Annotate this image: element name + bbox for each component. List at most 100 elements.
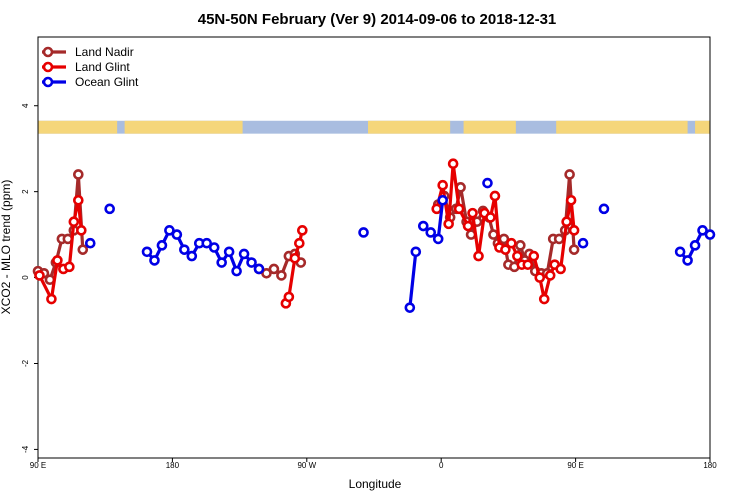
land-glint-point: [534, 272, 546, 283]
ocean-glint-point: [84, 237, 96, 249]
y-tick-label: -2: [21, 359, 30, 367]
land-glint-point: [431, 203, 443, 215]
ocean-glint-point: [238, 248, 250, 260]
land-band: [124, 120, 243, 134]
land-nadir-point: [568, 244, 580, 255]
legend-marker-land-glint: [42, 61, 54, 73]
ocean-glint-point: [689, 240, 701, 251]
x-axis: 90 E 180 90 W 0 90 E 180: [30, 458, 717, 470]
land-glint-point: [568, 225, 580, 236]
ocean-glint-point: [425, 227, 437, 238]
y-tick-label: -4: [21, 445, 30, 453]
ocean-glint-point: [704, 229, 716, 240]
ocean-glint-point: [141, 246, 153, 258]
y-axis-label: XCO2 - MLO trend (ppm): [0, 180, 13, 315]
ocean-glint-point: [186, 250, 198, 262]
ocean-glint-point: [104, 203, 115, 215]
x-tick-label: 90 E: [30, 461, 46, 470]
land-glint-point: [485, 212, 496, 223]
land-glint-point: [283, 291, 295, 303]
land-nadir-point: [553, 233, 565, 245]
land-glint-point: [437, 179, 448, 191]
land-ocean-strip: [38, 120, 710, 134]
land-glint-point: [544, 270, 556, 281]
land-glint-point: [34, 270, 45, 281]
ocean-glint-point: [682, 255, 693, 266]
legend-marker-ocean-glint: [42, 76, 54, 88]
land-nadir-point: [488, 229, 499, 240]
land-glint-point: [443, 218, 454, 230]
legend-marker-land-nadir: [42, 46, 54, 58]
ocean-glint-point: [171, 229, 183, 240]
land-band: [695, 120, 710, 134]
ocean-glint-point: [231, 265, 242, 277]
legend-label-land-nadir: Land Nadir: [75, 45, 134, 59]
ocean-glint-point: [223, 246, 235, 258]
x-tick-label: 90 E: [567, 461, 583, 470]
land-glint-point: [522, 259, 534, 270]
land-glint-point: [76, 225, 87, 236]
land-nadir-point: [276, 270, 287, 281]
series-ocean-glint: [84, 177, 716, 313]
ocean-glint-point: [164, 225, 175, 236]
ocean-glint-point: [404, 302, 416, 313]
x-tick-label: 180: [703, 461, 717, 470]
ocean-glint-point: [577, 237, 589, 249]
plot-frame: [37, 36, 711, 459]
land-band: [556, 120, 688, 134]
ocean-glint-point: [216, 257, 227, 268]
land-glint-point: [561, 216, 572, 228]
series-layer: [32, 158, 716, 313]
land-glint-point: [447, 158, 459, 170]
ocean-glint-point: [149, 255, 160, 266]
land-nadir-point: [77, 244, 89, 255]
series-land-glint: [34, 158, 580, 309]
land-glint-point: [297, 225, 308, 236]
land-glint-point: [500, 244, 511, 255]
x-axis-label: Longitude: [349, 477, 402, 491]
land-glint-point: [52, 255, 63, 266]
land-nadir-point: [261, 267, 272, 279]
ocean-glint-point: [246, 257, 257, 268]
land-nadir-point: [73, 169, 84, 180]
legend-label-land-glint: Land Glint: [75, 60, 130, 74]
land-glint-point: [565, 194, 577, 206]
land-glint-point: [538, 293, 550, 305]
ocean-glint-point: [208, 242, 220, 253]
ocean-glint-point: [201, 237, 213, 249]
land-nadir-point: [268, 263, 280, 275]
land-glint-point: [467, 207, 478, 219]
ocean-glint-point: [482, 177, 493, 189]
land-glint-point: [68, 216, 80, 228]
ocean-glint-point: [598, 203, 610, 215]
land-glint-point: [528, 250, 540, 262]
ocean-glint-point: [253, 263, 265, 275]
land-glint-point: [294, 237, 305, 249]
ocean-glint-line: [408, 251, 418, 308]
land-band: [368, 120, 451, 134]
land-glint-point: [555, 263, 566, 275]
ocean-glint-point: [697, 225, 708, 236]
land-glint-point: [489, 190, 501, 202]
land-band: [38, 120, 118, 134]
land-glint-point: [506, 237, 517, 249]
ocean-glint-point: [358, 227, 369, 238]
ocean-glint-point: [437, 194, 448, 206]
land-glint-point: [46, 293, 57, 305]
land-glint-point: [73, 194, 84, 206]
ocean-glint-point: [156, 240, 168, 251]
ocean-glint-point: [417, 220, 429, 232]
land-glint-point: [462, 220, 474, 232]
chart-title: 45N-50N February (Ver 9) 2014-09-06 to 2…: [198, 11, 557, 28]
ocean-glint-point: [432, 233, 444, 245]
land-glint-point: [512, 250, 523, 262]
y-tick-label: 0: [21, 275, 30, 280]
y-tick-label: 2: [21, 189, 30, 194]
land-nadir-point: [564, 169, 575, 180]
land-band: [463, 120, 516, 134]
y-tick-label: 4: [21, 103, 30, 108]
ocean-glint-point: [179, 244, 190, 255]
